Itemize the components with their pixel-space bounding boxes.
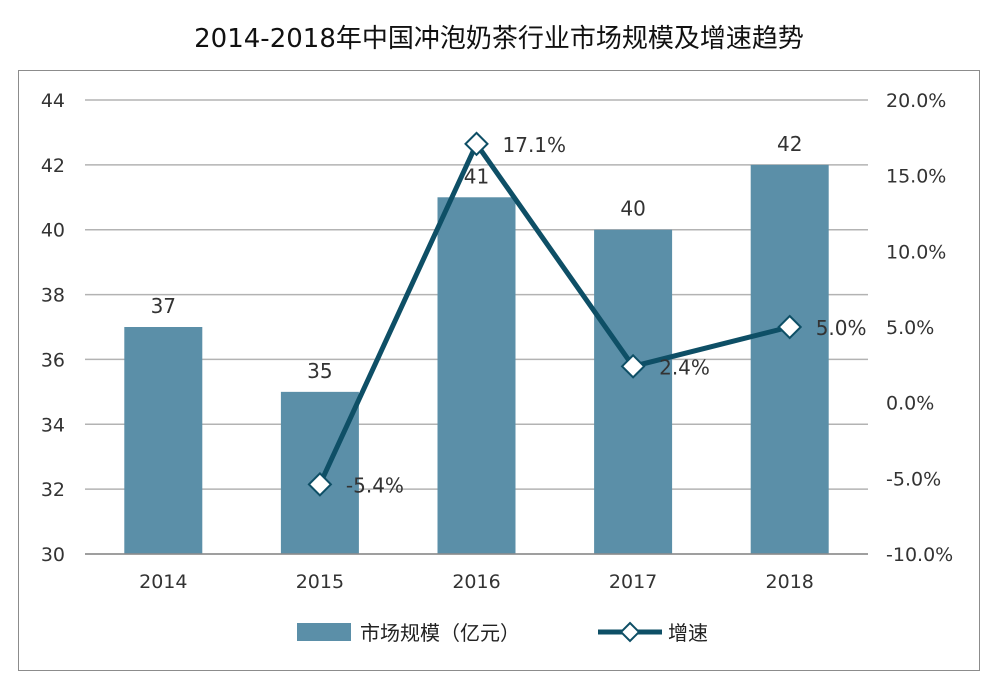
line-data-label: -5.4% <box>346 473 404 497</box>
y-left-tick-label: 34 <box>41 414 65 436</box>
line-data-label: 17.1% <box>503 133 567 157</box>
x-tick-label: 2016 <box>452 571 500 593</box>
line-marker <box>620 353 646 379</box>
y-left-tick-label: 38 <box>41 285 65 307</box>
y-right-tick-label: -5.0% <box>886 468 941 490</box>
bar-data-label: 40 <box>620 197 645 221</box>
line-marker <box>307 471 333 497</box>
y-left-tick-label: 40 <box>41 220 65 242</box>
bar <box>124 327 203 554</box>
bar <box>750 164 829 554</box>
legend: 市场规模（亿元） 增速 <box>297 621 708 645</box>
line-data-label: 2.4% <box>659 355 710 379</box>
legend-bar-label: 市场规模（亿元） <box>360 621 520 645</box>
line-marker <box>777 314 803 340</box>
chart-title: 2014-2018年中国冲泡奶茶行业市场规模及增速趋势 <box>194 24 804 54</box>
legend-line-marker <box>619 621 641 643</box>
y-right-tick-label: 15.0% <box>886 166 946 188</box>
y-right-tick-label: -10.0% <box>886 544 953 566</box>
legend-line-label: 增速 <box>668 621 708 645</box>
y-left-tick-label: 36 <box>41 349 65 371</box>
y-right-tick-label: 10.0% <box>886 241 946 263</box>
y-left-tick-label: 32 <box>41 479 65 501</box>
line-marker <box>464 131 489 157</box>
x-tick-label: 2018 <box>766 571 814 593</box>
chart-frame <box>18 70 980 671</box>
y-right-tick-label: 0.0% <box>886 393 934 415</box>
bar-data-label: 42 <box>777 132 802 156</box>
y-left-tick-label: 30 <box>41 544 65 566</box>
x-tick-label: 2015 <box>296 571 344 593</box>
y-left-tick-label: 42 <box>41 155 65 177</box>
x-tick-label: 2014 <box>139 571 187 593</box>
bar-data-label: 41 <box>464 164 489 188</box>
data-labels: 37 35 41 40 42 -5.4% 17.1% 2.4% 5.0% <box>151 132 867 498</box>
bar-data-label: 37 <box>151 294 176 318</box>
growth-line <box>317 141 791 486</box>
line-data-label: 5.0% <box>816 316 867 340</box>
axes: 30 32 34 36 38 40 42 44 -10.0% -5.0% 0.0% 5.0% 10.0%… <box>41 90 953 593</box>
x-tick-label: 2017 <box>609 571 657 593</box>
y-right-tick-label: 5.0% <box>886 317 934 339</box>
y-left-tick-label: 44 <box>41 90 65 112</box>
legend-bar-swatch <box>297 623 351 641</box>
y-right-tick-label: 20.0% <box>886 90 946 112</box>
bar-series <box>124 164 829 555</box>
bar <box>437 197 516 555</box>
bar-data-label: 35 <box>307 359 332 383</box>
bar <box>594 229 673 554</box>
line-series <box>307 131 803 497</box>
